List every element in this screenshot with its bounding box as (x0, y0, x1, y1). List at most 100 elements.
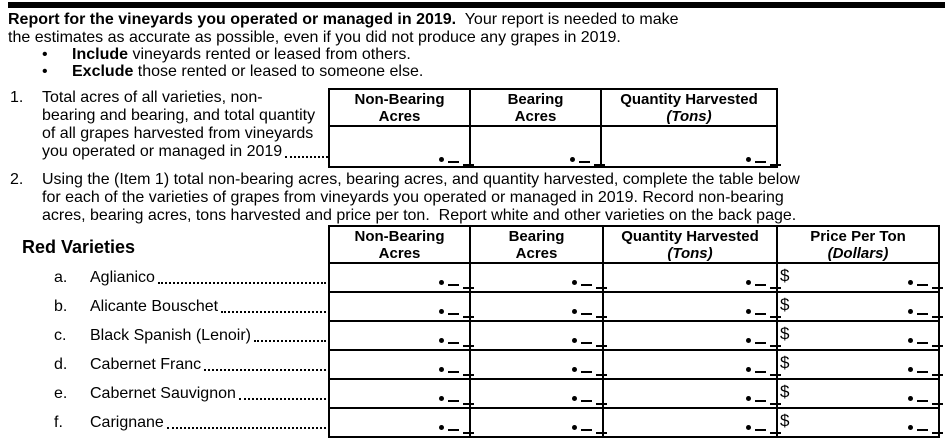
entry-underscore (755, 313, 766, 315)
entry-cell-row0-col3[interactable]: $ (776, 264, 943, 291)
entry-cell-row4-col3[interactable]: $ (776, 380, 943, 407)
dollar-sign: $ (780, 295, 790, 314)
entry-cell-row1-col0[interactable] (330, 293, 474, 320)
decimal-dot-icon (746, 425, 751, 430)
variety-row: e. Cabernet Sauvignon (0, 378, 328, 407)
entry-cell-row0-col1[interactable] (469, 264, 607, 291)
column-header-line2: Acres (378, 108, 421, 125)
dotted-leader (221, 311, 326, 313)
blank-entry-field (746, 280, 781, 289)
variety-letter: b. (54, 298, 68, 315)
entry-cell-row4-col0[interactable] (330, 380, 474, 407)
red-varieties-table: Non-Bearing Acres Bearing Acres Quantity Har… (328, 225, 943, 438)
decimal-dot-icon (572, 367, 577, 372)
item1-table-entry-row (330, 125, 781, 168)
column-header-line2: Acres (378, 245, 421, 262)
column-header-line1: Price Per Ton (810, 228, 906, 245)
decimal-dot-icon (746, 280, 751, 285)
table-row: $ (330, 349, 943, 378)
entry-cell-row5-col0[interactable] (330, 409, 474, 436)
decimal-dot-icon (570, 157, 575, 162)
entry-underscore (755, 161, 766, 163)
variety-row: d. Cabernet Franc (0, 349, 328, 378)
blank-entry-field (572, 280, 607, 289)
column-header-line1: Non-Bearing (354, 91, 445, 108)
variety-letter: e. (54, 385, 68, 402)
decimal-dot-icon (908, 309, 913, 314)
dotted-leader (253, 340, 326, 342)
entry-underscore (579, 161, 590, 163)
entry-underscore (581, 429, 592, 431)
column-header-line2: (Dollars) (827, 245, 889, 262)
red-table-header: Non-Bearing Acres Bearing Acres Quantity Har… (330, 227, 938, 262)
variety-name: Black Spanish (Lenoir) (90, 327, 251, 344)
column-header: Quantity Harvested (Tons) (602, 227, 776, 262)
entry-underscore (581, 342, 592, 344)
variety-name: Cabernet Sauvignon (90, 385, 236, 402)
entry-cell-row0-col0[interactable] (330, 264, 474, 291)
entry-underscore (932, 374, 943, 376)
variety-name: Alicante Bouschet (90, 298, 219, 315)
entry-underscore (755, 342, 766, 344)
column-header-line2: Acres (515, 245, 558, 262)
entry-underscore (932, 287, 943, 289)
entry-underscore (581, 313, 592, 315)
entry-cell-row1-col1[interactable] (469, 293, 607, 320)
red-varieties-heading: Red Varieties (22, 237, 136, 257)
entry-cell-row5-col2[interactable] (602, 409, 781, 436)
decimal-dot-icon (439, 396, 444, 401)
entry-cell-row5-col3[interactable]: $ (776, 409, 943, 436)
entry-cell-row2-col3[interactable]: $ (776, 322, 943, 349)
entry-cell-row2-col1[interactable] (469, 322, 607, 349)
entry-cell-row4-col1[interactable] (469, 380, 607, 407)
column-header-line2: (Tons) (667, 245, 713, 262)
table-row: $ (330, 378, 943, 407)
entry-cell-row0-col2[interactable] (602, 264, 781, 291)
decimal-dot-icon (572, 309, 577, 314)
blank-entry-field (439, 338, 474, 347)
entry-underscore (770, 316, 781, 318)
decimal-dot-icon (439, 338, 444, 343)
entry-underscore (755, 400, 766, 402)
column-header: Non-Bearing Acres (330, 227, 469, 262)
blank-entry-field (908, 367, 943, 376)
decimal-dot-icon (746, 367, 751, 372)
item1-entry-cell-bearing[interactable] (469, 127, 605, 168)
entry-underscore (770, 403, 781, 405)
dollar-sign: $ (780, 266, 790, 285)
entry-underscore (594, 164, 605, 166)
entry-cell-row3-col3[interactable]: $ (776, 351, 943, 378)
entry-underscore (581, 284, 592, 286)
entry-cell-row2-col2[interactable] (602, 322, 781, 349)
blank-entry-field (439, 396, 474, 405)
entry-underscore (581, 400, 592, 402)
entry-cell-row1-col3[interactable]: $ (776, 293, 943, 320)
entry-underscore (917, 284, 928, 286)
item2-text: Using the (Item 1) total non-bearing acr… (42, 171, 800, 224)
entry-cell-row1-col2[interactable] (602, 293, 781, 320)
blank-entry-field (746, 338, 781, 347)
decimal-dot-icon (439, 425, 444, 430)
intro-paragraph: Report for the vineyards you operated or… (8, 11, 758, 47)
item1-text: Total acres of all varieties, non- beari… (42, 89, 328, 161)
entry-underscore (917, 371, 928, 373)
blank-entry-field (746, 157, 781, 166)
entry-cell-row2-col0[interactable] (330, 322, 474, 349)
entry-cell-row3-col0[interactable] (330, 351, 474, 378)
dollar-sign: $ (780, 382, 790, 401)
entry-underscore (917, 313, 928, 315)
entry-underscore (932, 432, 943, 434)
column-header-line1: Non-Bearing (354, 228, 445, 245)
decimal-dot-icon (572, 396, 577, 401)
item1-entry-cell-quantity-harvested[interactable] (600, 127, 781, 168)
variety-letter: f. (54, 414, 63, 431)
item1-entry-cell-non-bearing[interactable] (330, 127, 474, 168)
top-rule (8, 2, 945, 8)
entry-underscore (932, 316, 943, 318)
entry-cell-row4-col2[interactable] (602, 380, 781, 407)
entry-cell-row3-col2[interactable] (602, 351, 781, 378)
blank-entry-field (439, 157, 474, 166)
entry-cell-row5-col1[interactable] (469, 409, 607, 436)
variety-name: Carignane (90, 414, 164, 431)
entry-cell-row3-col1[interactable] (469, 351, 607, 378)
